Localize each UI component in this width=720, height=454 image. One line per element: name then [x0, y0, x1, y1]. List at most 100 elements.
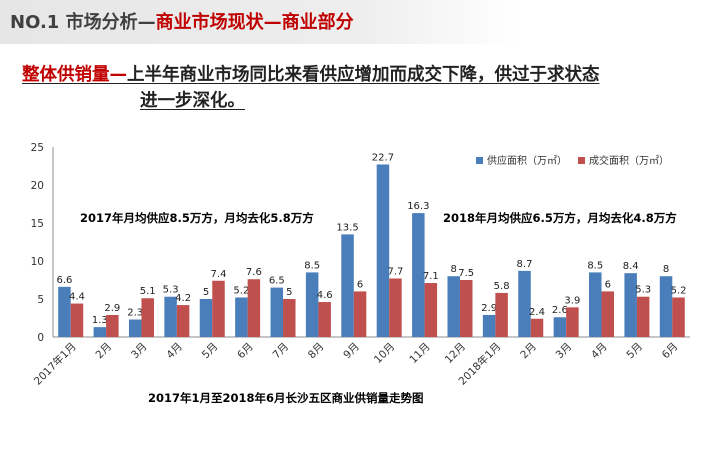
bar-sales	[389, 278, 402, 337]
bar-supply	[412, 213, 425, 337]
bar-sales	[247, 279, 261, 337]
data-label-sales: 2.4	[529, 307, 545, 318]
bar-sales	[530, 318, 544, 337]
data-label-sales: 3.9	[564, 295, 580, 306]
bar-supply	[305, 272, 319, 337]
legend-supply-label: 供应面积（万㎡）	[487, 156, 567, 167]
data-label-supply: 5.3	[163, 285, 179, 296]
data-label-supply: 6.6	[56, 275, 72, 286]
headline-line1: 整体供销量—上半年商业市场同比来看供应增加而成交下降，供过于求状态	[22, 65, 600, 85]
data-label-sales: 7.6	[246, 267, 262, 278]
data-label-supply: 8.5	[587, 260, 603, 271]
x-tick-label: 7月	[271, 341, 292, 362]
x-tick-label: 10月	[372, 341, 397, 366]
bar-supply	[93, 327, 107, 337]
data-label-sales: 5	[286, 287, 292, 298]
bar-sales	[283, 299, 296, 337]
bar-sales	[212, 280, 225, 337]
headline: 整体供销量—上半年商业市场同比来看供应增加而成交下降，供过于求状态 进一步深化。	[22, 62, 702, 114]
x-tick-label: 11月	[407, 341, 432, 366]
data-label-sales: 6	[357, 279, 363, 290]
y-tick-label: 15	[31, 218, 44, 230]
annotation-2018: 2018年月均供应6.5万方，月均去化4.8万方	[443, 211, 677, 225]
legend-sales-swatch	[578, 157, 585, 164]
x-tick-label: 3月	[129, 341, 150, 362]
bar-sales	[318, 302, 331, 337]
data-label-sales: 7.7	[387, 266, 403, 277]
bar-supply	[624, 273, 637, 337]
legend-supply-swatch	[476, 157, 483, 164]
chart-caption: 2017年1月至2018年6月长沙五区商业供销量走势图	[148, 391, 424, 405]
bar-sales	[106, 314, 119, 337]
data-label-supply: 2.6	[552, 305, 568, 316]
page-title: NO.1 市场分析—商业市场现状—商业部分	[10, 8, 354, 34]
data-label-sales: 7.1	[423, 271, 439, 282]
x-tick-label: 6月	[660, 341, 681, 362]
data-label-supply: 5.2	[233, 285, 249, 296]
y-tick-label: 0	[37, 332, 44, 344]
bar-sales	[672, 297, 685, 337]
x-tick-label: 2月	[94, 341, 115, 362]
data-label-sales: 7.4	[211, 269, 227, 280]
bar-supply	[659, 276, 673, 337]
annotation-2017: 2017年月均供应8.5万方，月均去化5.8万方	[80, 211, 314, 225]
data-label-sales: 6	[605, 279, 611, 290]
headline-text-1: 上半年商业市场同比来看供应增加而成交下降，供过于求状态	[127, 65, 600, 85]
data-label-sales: 5.2	[671, 285, 687, 296]
bar-sales	[353, 291, 367, 337]
y-tick-label: 20	[31, 180, 44, 192]
bar-sales	[566, 307, 579, 337]
data-label-supply: 22.7	[372, 152, 394, 163]
title-accent: 商业市场现状—商业部分	[155, 12, 354, 33]
bar-supply	[164, 296, 177, 337]
x-tick-label: 5月	[624, 341, 645, 362]
bar-sales	[176, 305, 190, 337]
x-tick-label: 5月	[200, 341, 221, 362]
data-label-sales: 5.1	[140, 286, 156, 297]
x-tick-label: 3月	[554, 341, 575, 362]
x-tick-label: 2017年1月	[31, 340, 79, 388]
bar-supply	[447, 276, 460, 337]
data-label-supply: 8.7	[517, 259, 533, 270]
data-label-sales: 4.2	[175, 293, 191, 304]
bar-supply	[518, 270, 531, 337]
headline-text-2: 进一步深化。	[140, 91, 245, 111]
legend-sales-label: 成交面积（万㎡）	[589, 156, 669, 167]
bar-sales	[141, 298, 154, 337]
y-tick-label: 5	[37, 294, 44, 306]
data-label-supply: 13.5	[336, 222, 358, 233]
bar-sales	[636, 296, 650, 337]
bar-supply	[235, 297, 248, 337]
data-label-sales: 4.4	[69, 292, 85, 303]
x-tick-label: 12月	[443, 341, 468, 366]
bar-supply	[553, 317, 567, 337]
x-tick-label: 6月	[235, 341, 256, 362]
bar-supply	[376, 164, 390, 337]
data-label-supply: 2.9	[481, 303, 497, 314]
data-label-supply: 8	[451, 264, 457, 275]
y-tick-label: 25	[31, 142, 44, 154]
bar-sales	[495, 292, 508, 337]
data-label-supply: 1.3	[92, 315, 108, 326]
bar-supply	[270, 287, 284, 337]
bar-supply	[589, 272, 602, 337]
headline-red: 整体供销量—	[22, 65, 127, 85]
bar-supply	[199, 299, 213, 337]
x-tick-label: 8月	[306, 341, 327, 362]
data-label-supply: 2.3	[127, 308, 143, 319]
x-tick-label: 2月	[518, 341, 539, 362]
data-label-supply: 8.5	[304, 260, 320, 271]
data-label-sales: 5.8	[494, 281, 510, 292]
data-label-sales: 5.3	[635, 285, 651, 296]
bar-supply	[128, 319, 142, 337]
data-label-supply: 6.5	[269, 276, 285, 287]
legend-supply: 供应面积（万㎡）	[476, 152, 567, 167]
data-label-sales: 2.9	[104, 303, 120, 314]
data-label-sales: 4.6	[317, 290, 333, 301]
bar-sales	[70, 303, 84, 337]
x-tick-label: 9月	[341, 341, 362, 362]
bar-sales	[424, 283, 438, 337]
legend-sales: 成交面积（万㎡）	[578, 152, 669, 167]
bar-supply	[341, 234, 354, 337]
